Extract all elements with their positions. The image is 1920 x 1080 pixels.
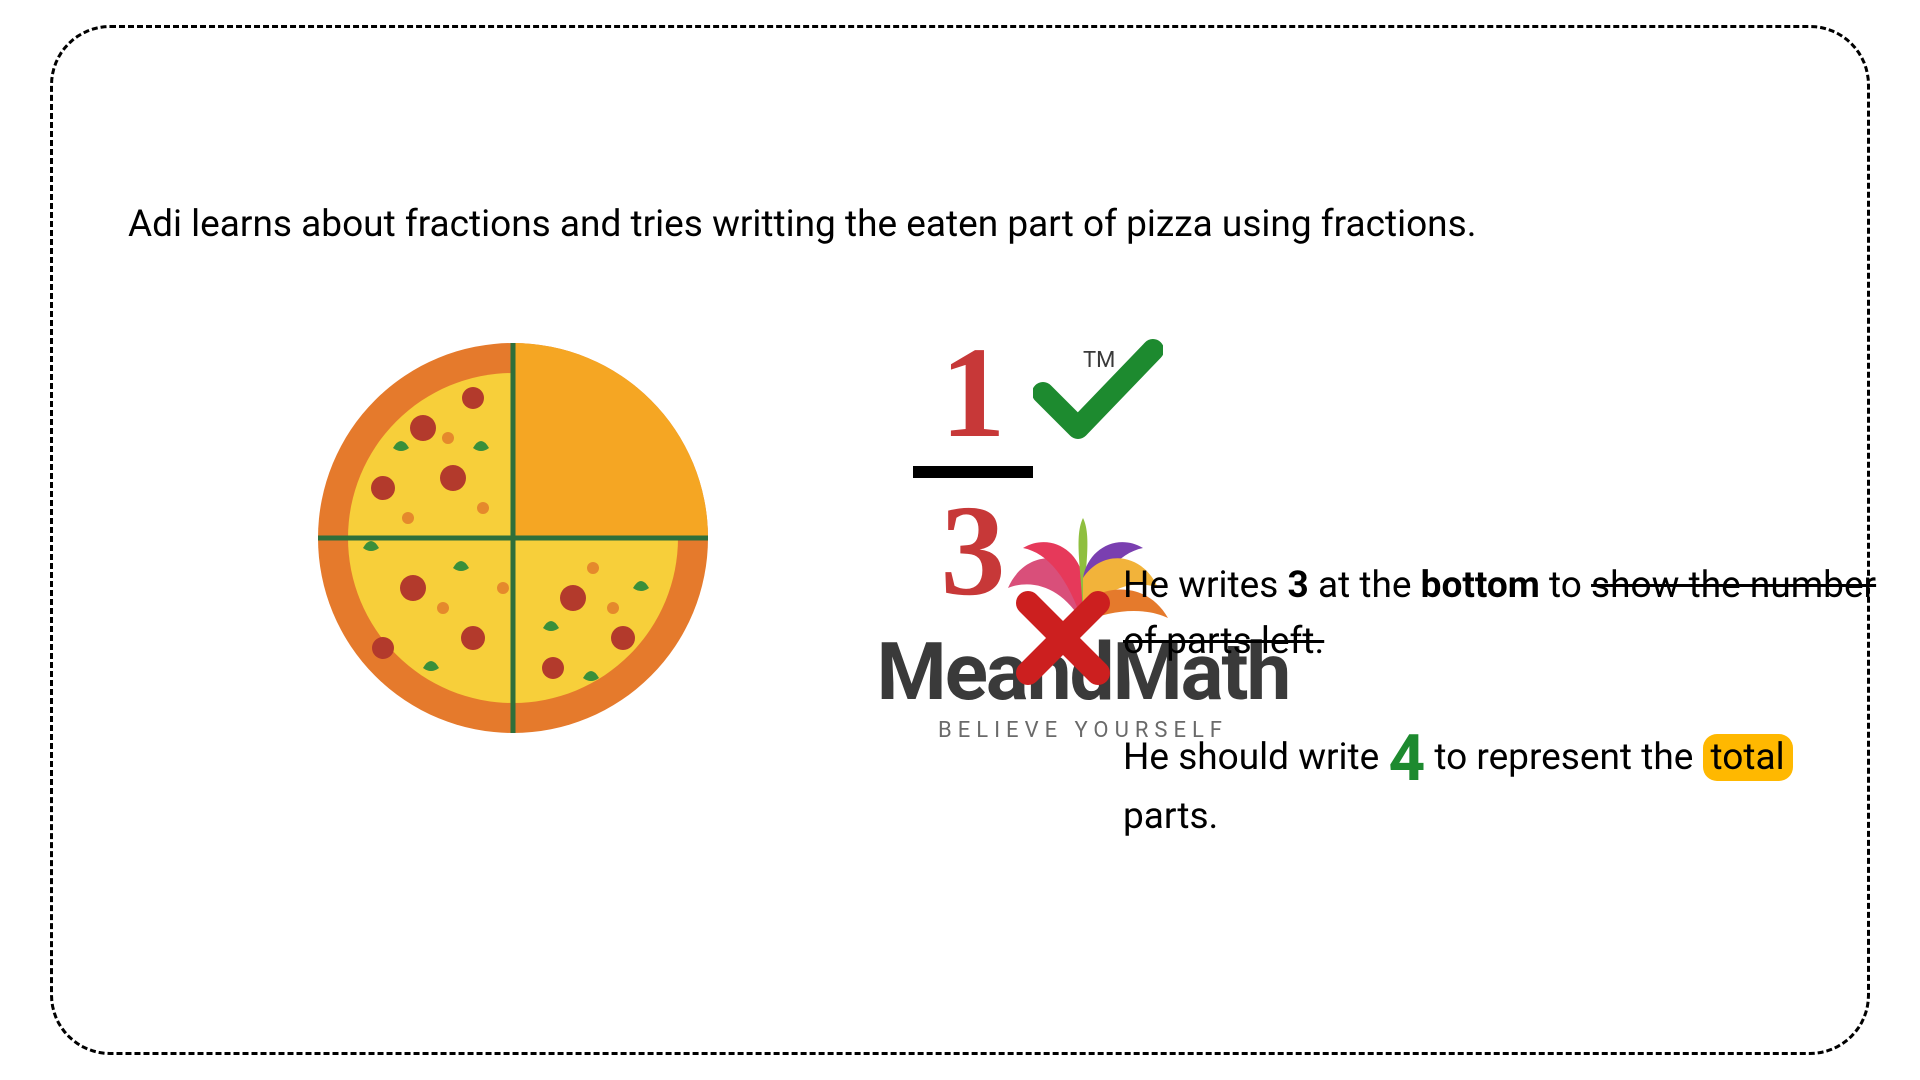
- fraction-bar: [913, 466, 1033, 478]
- correct-part3: parts.: [1123, 795, 1218, 838]
- correct-big-number: 4: [1388, 721, 1425, 796]
- correct-part1: He should write: [1123, 736, 1388, 779]
- check-icon: [1033, 338, 1163, 448]
- wrong-bold1: 3: [1288, 564, 1309, 607]
- pizza-graphic: [313, 338, 713, 738]
- correct-explanation: He should write 4 to represent the total…: [1123, 728, 1883, 846]
- wrong-explanation: He writes 3 at the bottom to show the nu…: [1123, 558, 1883, 669]
- correct-part2: to represent the: [1425, 736, 1702, 779]
- wrong-part2: at the: [1309, 564, 1421, 607]
- wrong-bold2: bottom: [1421, 564, 1540, 607]
- lesson-frame: Adi learns about fractions and tries wri…: [50, 25, 1870, 1055]
- wrong-part3: to: [1540, 564, 1591, 607]
- intro-text: Adi learns about fractions and tries wri…: [128, 203, 1476, 246]
- pizza-eaten-slice: [513, 343, 708, 538]
- cross-icon: [1013, 588, 1113, 688]
- wrong-part1: He writes: [1123, 564, 1288, 607]
- correct-highlight: total: [1703, 734, 1793, 781]
